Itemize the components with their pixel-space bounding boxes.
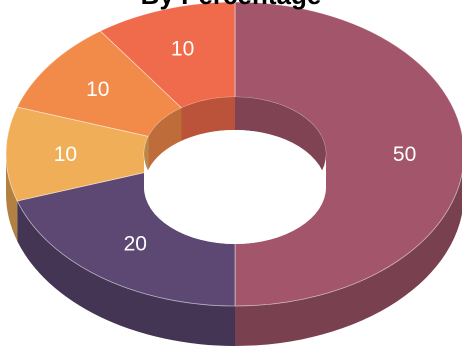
chart-top-faces — [5, 1, 462, 307]
slice-side-2 — [6, 154, 18, 241]
chart-side-walls — [6, 154, 462, 346]
slice-label-4: 10 — [171, 38, 194, 61]
slice-inner-wall-4-0 — [181, 97, 235, 141]
chart-title: By Percentage — [141, 0, 322, 10]
slice-side-0 — [235, 173, 462, 346]
slice-label-3: 10 — [86, 78, 109, 101]
slice-label-0: 50 — [393, 143, 416, 166]
donut-hole — [144, 130, 326, 244]
slice-inner-wall-3-0 — [148, 107, 182, 170]
slice-side-1 — [17, 200, 236, 346]
chart-data-labels: 50 20 10 10 10 — [54, 38, 417, 256]
slice-label-2: 10 — [54, 143, 77, 166]
slice-label-1: 20 — [124, 233, 147, 256]
slice-inner-wall-0-0 — [235, 97, 326, 187]
